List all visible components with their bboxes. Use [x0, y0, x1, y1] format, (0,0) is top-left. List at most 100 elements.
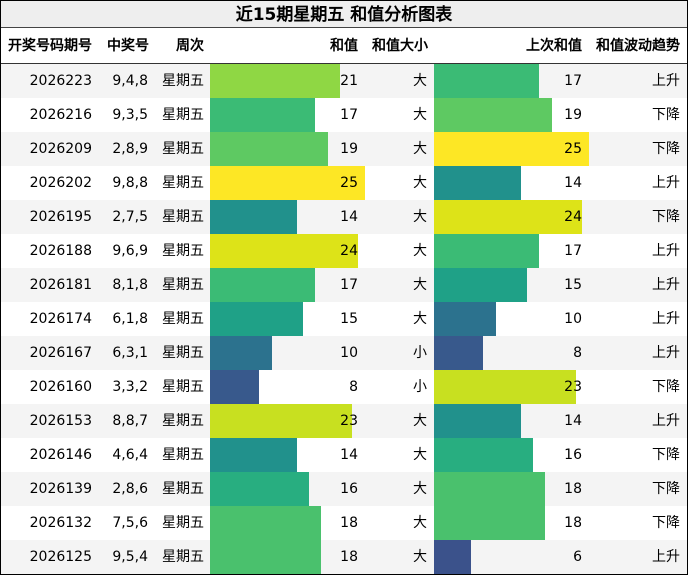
prev-sum-bar: [434, 540, 471, 574]
table-row: 2026216 9,3,5 星期五 17 大 19 下降: [1, 98, 687, 132]
issue-cell: 2026223: [29, 73, 92, 89]
sum-cell: 23: [340, 413, 358, 429]
sum-bar: [210, 64, 340, 98]
table-row: 2026167 6,3,1 星期五 10 小 8 上升: [1, 336, 687, 370]
trend-cell: 下降: [652, 379, 680, 395]
issue-cell: 2026216: [29, 107, 92, 123]
size-cell: 大: [413, 107, 427, 123]
size-cell: 大: [413, 413, 427, 429]
prev-sum-cell: 25: [564, 141, 582, 157]
numbers-cell: 8,8,7: [112, 413, 148, 429]
sum-bar: [210, 268, 315, 302]
numbers-cell: 6,1,8: [112, 311, 148, 327]
sum-bar: [210, 370, 259, 404]
numbers-cell: 9,4,8: [112, 73, 148, 89]
header-weekday: 周次: [176, 38, 204, 54]
issue-cell: 2026153: [29, 413, 92, 429]
issue-cell: 2026202: [29, 175, 92, 191]
size-cell: 大: [413, 549, 427, 565]
table-row: 2026146 4,6,4 星期五 14 大 16 下降: [1, 438, 687, 472]
size-cell: 小: [413, 345, 427, 361]
prev-sum-cell: 17: [564, 73, 582, 89]
sum-cell: 16: [340, 481, 358, 497]
issue-cell: 2026139: [29, 481, 92, 497]
sum-cell: 17: [340, 107, 358, 123]
prev-sum-bar: [434, 98, 552, 132]
table-row: 2026209 2,8,9 星期五 19 大 25 下降: [1, 132, 687, 166]
size-cell: 大: [413, 447, 427, 463]
sum-bar: [210, 506, 321, 540]
table-row: 2026195 2,7,5 星期五 14 大 24 下降: [1, 200, 687, 234]
numbers-cell: 9,8,8: [112, 175, 148, 191]
trend-cell: 下降: [652, 515, 680, 531]
issue-cell: 2026181: [29, 277, 92, 293]
table-row: 2026223 9,4,8 星期五 21 大 17 上升: [1, 64, 687, 98]
prev-sum-cell: 8: [573, 345, 582, 361]
numbers-cell: 8,1,8: [112, 277, 148, 293]
weekday-cell: 星期五: [162, 209, 204, 225]
sum-cell: 19: [340, 141, 358, 157]
header-trend: 和值波动趋势: [596, 38, 680, 54]
chart-title: 近15期星期五 和值分析图表: [1, 1, 687, 28]
sum-cell: 10: [340, 345, 358, 361]
weekday-cell: 星期五: [162, 345, 204, 361]
prev-sum-cell: 6: [573, 549, 582, 565]
prev-sum-cell: 18: [564, 481, 582, 497]
numbers-cell: 2,8,9: [112, 141, 148, 157]
prev-sum-bar: [434, 200, 582, 234]
sum-cell: 8: [349, 379, 358, 395]
issue-cell: 2026146: [29, 447, 92, 463]
table-row: 2026181 8,1,8 星期五 17 大 15 上升: [1, 268, 687, 302]
weekday-cell: 星期五: [162, 481, 204, 497]
prev-sum-cell: 14: [564, 175, 582, 191]
prev-sum-cell: 18: [564, 515, 582, 531]
weekday-cell: 星期五: [162, 379, 204, 395]
header-issue: 开奖号码期号: [8, 38, 92, 54]
prev-sum-bar: [434, 506, 545, 540]
weekday-cell: 星期五: [162, 141, 204, 157]
trend-cell: 上升: [652, 277, 680, 293]
weekday-cell: 星期五: [162, 549, 204, 565]
sum-cell: 18: [340, 515, 358, 531]
prev-sum-bar: [434, 404, 521, 438]
size-cell: 大: [413, 141, 427, 157]
trend-cell: 上升: [652, 311, 680, 327]
table-row: 2026160 3,3,2 星期五 8 小 23 下降: [1, 370, 687, 404]
prev-sum-cell: 10: [564, 311, 582, 327]
size-cell: 大: [413, 515, 427, 531]
numbers-cell: 9,3,5: [112, 107, 148, 123]
trend-cell: 上升: [652, 413, 680, 429]
trend-cell: 下降: [652, 209, 680, 225]
numbers-cell: 7,5,6: [112, 515, 148, 531]
weekday-cell: 星期五: [162, 311, 204, 327]
sum-bar: [210, 132, 328, 166]
weekday-cell: 星期五: [162, 73, 204, 89]
issue-cell: 2026167: [29, 345, 92, 361]
numbers-cell: 6,3,1: [112, 345, 148, 361]
sum-cell: 15: [340, 311, 358, 327]
sum-bar: [210, 200, 297, 234]
sum-bar: [210, 234, 358, 268]
header-numbers: 中奖号: [107, 38, 149, 54]
numbers-cell: 4,6,4: [112, 447, 148, 463]
numbers-cell: 3,3,2: [112, 379, 148, 395]
sum-cell: 21: [340, 73, 358, 89]
trend-cell: 下降: [652, 107, 680, 123]
sum-bar: [210, 540, 321, 574]
table-row: 2026202 9,8,8 星期五 25 大 14 上升: [1, 166, 687, 200]
issue-cell: 2026188: [29, 243, 92, 259]
prev-sum-bar: [434, 132, 589, 166]
size-cell: 大: [413, 73, 427, 89]
prev-sum-cell: 24: [564, 209, 582, 225]
table-row: 2026188 9,6,9 星期五 24 大 17 上升: [1, 234, 687, 268]
trend-cell: 下降: [652, 141, 680, 157]
table-row: 2026139 2,8,6 星期五 16 大 18 下降: [1, 472, 687, 506]
numbers-cell: 2,7,5: [112, 209, 148, 225]
prev-sum-bar: [434, 302, 496, 336]
prev-sum-bar: [434, 166, 521, 200]
size-cell: 大: [413, 277, 427, 293]
prev-sum-bar: [434, 370, 576, 404]
sum-cell: 17: [340, 277, 358, 293]
prev-sum-cell: 23: [564, 379, 582, 395]
sum-bar: [210, 438, 297, 472]
